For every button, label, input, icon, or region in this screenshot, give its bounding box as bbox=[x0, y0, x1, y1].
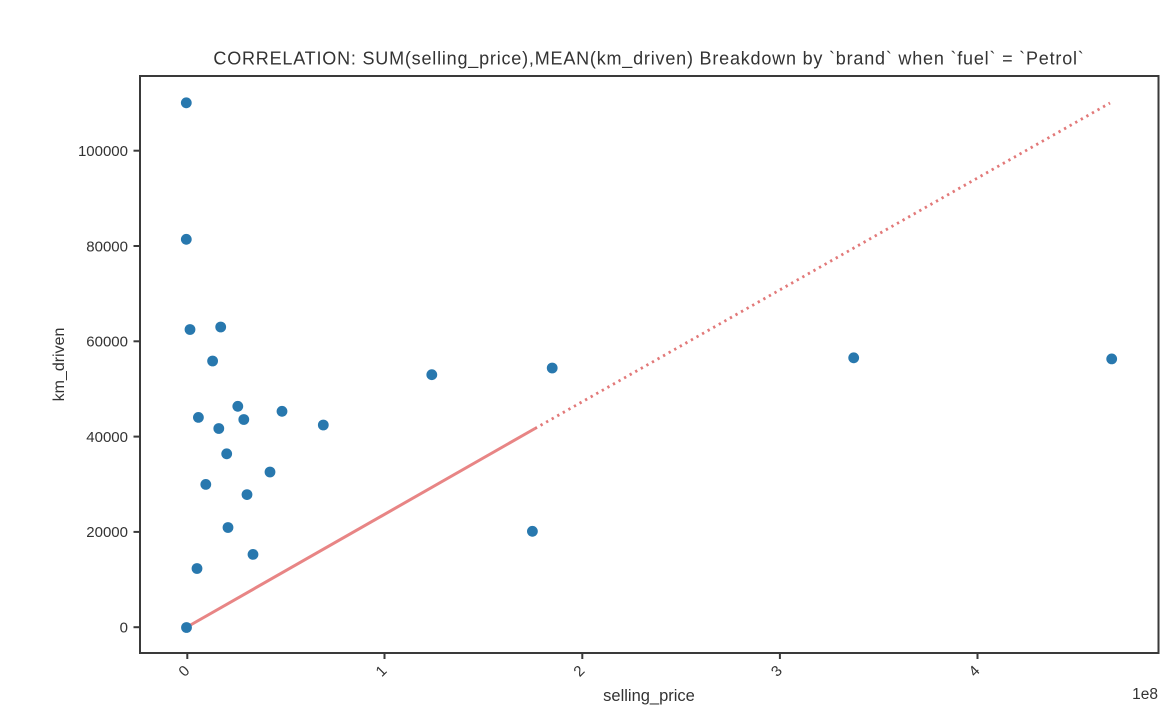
svg-text:100000: 100000 bbox=[78, 143, 128, 160]
svg-text:40000: 40000 bbox=[86, 429, 128, 446]
svg-text:CORRELATION: SUM(selling_price: CORRELATION: SUM(selling_price),MEAN(km_… bbox=[213, 49, 1084, 70]
svg-text:20000: 20000 bbox=[86, 524, 128, 541]
svg-text:selling_price: selling_price bbox=[603, 687, 695, 705]
svg-text:1e8: 1e8 bbox=[1132, 686, 1158, 703]
svg-text:60000: 60000 bbox=[86, 334, 128, 351]
svg-text:0: 0 bbox=[120, 620, 128, 637]
svg-text:80000: 80000 bbox=[86, 238, 128, 255]
svg-text:km_driven: km_driven bbox=[51, 328, 68, 402]
